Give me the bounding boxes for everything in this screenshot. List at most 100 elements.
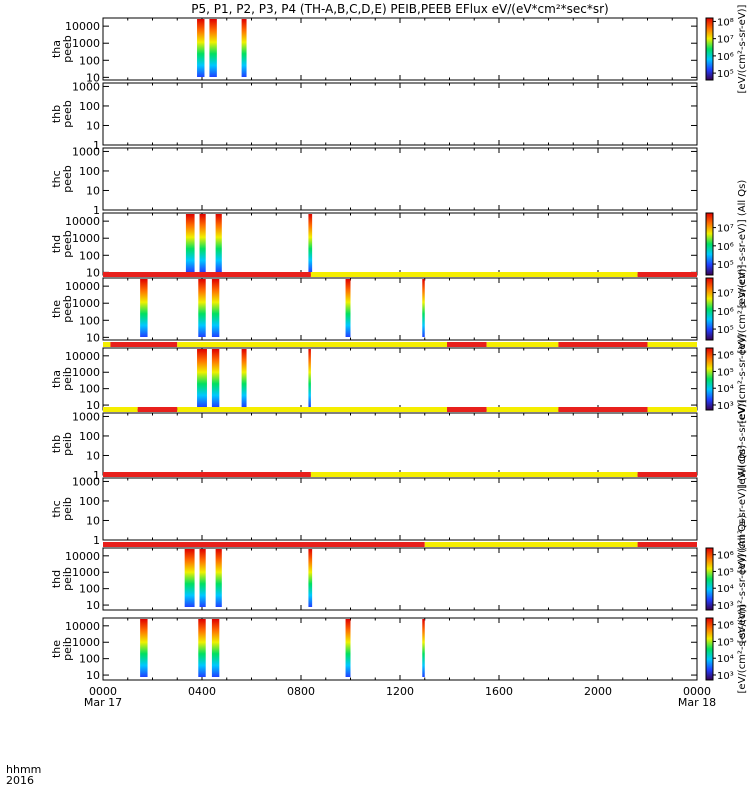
colorbar-tick-label: 10⁵ — [717, 325, 734, 336]
y-tick-label: 100 — [79, 54, 100, 67]
colorbar-tick-label: 10⁵ — [717, 260, 734, 271]
colorbar-tick-label: 10³ — [717, 601, 734, 612]
colorbar-tick-label: 10⁶ — [717, 621, 734, 632]
colorbar-tick-label: 10⁶ — [717, 52, 734, 63]
y-tick-label: 1 — [93, 139, 100, 152]
y-tick-label: 10000 — [65, 215, 100, 228]
colorbar — [705, 17, 714, 81]
panel-tha_peib: 10 100 1000 10000 thapeib 10³ 10⁴ 10⁵ 10⁶ [eV/(cm… — [50, 334, 748, 423]
flag-segment — [558, 407, 648, 412]
spectral-burst — [209, 19, 217, 77]
spectral-burst — [198, 279, 206, 337]
flag-segment — [424, 542, 638, 547]
panel-frame — [102, 147, 698, 211]
flag-segment — [177, 342, 448, 347]
spectral-burst — [140, 619, 148, 677]
x-tick-label: 0400 — [188, 685, 216, 698]
flag-segment — [637, 272, 697, 277]
colorbar-tick-label: 10⁵ — [717, 69, 734, 80]
y-axis-label: thepeeb — [50, 295, 74, 323]
colorbar-tick-label: 10⁶ — [717, 351, 734, 362]
flag-segment — [103, 542, 425, 547]
colorbar-label: [eV/(cm²-s-sr-eV)] (All Qs) — [737, 445, 748, 574]
colorbar-tick-label: 10⁸ — [717, 17, 734, 28]
y-tick-label: 10 — [86, 514, 100, 527]
y-axis-label: thbpeib — [50, 432, 74, 456]
y-tick-label: 10000 — [65, 20, 100, 33]
x-tick-label: 1200 — [386, 685, 414, 698]
y-tick-label: 100 — [79, 495, 100, 508]
x-tick-label: 0000 — [89, 685, 117, 698]
y-tick-label: 1 — [93, 469, 100, 482]
spectral-burst — [197, 349, 207, 407]
colorbar-label: [eV/(cm²-s-sr-eV)] (All Qs) — [737, 515, 748, 644]
date-label-end: Mar 18 — [678, 696, 716, 709]
flag-segment — [447, 407, 487, 412]
flag-segment — [637, 542, 697, 547]
colorbar-label: [eV/(cm²-s-sr-eV)] — [737, 604, 748, 693]
flag-segment — [177, 407, 448, 412]
colorbar-tick-label: 10⁴ — [717, 654, 734, 665]
y-tick-label: 10 — [86, 184, 100, 197]
panel-thc_peeb: 1 10 100 1000 thcpeeb — [50, 145, 698, 217]
y-tick-label: 100 — [79, 100, 100, 113]
panel-thd_peeb: 10 100 1000 10000 thdpeeb 10⁵ 10⁶ 10⁷ [eV/(cm²-s… — [50, 180, 748, 309]
colorbar-tick-label: 10⁵ — [717, 567, 734, 578]
y-tick-label: 100 — [79, 653, 100, 666]
spectral-burst — [199, 549, 206, 607]
y-axis-label: thapeeb — [50, 35, 74, 63]
spectral-burst — [211, 619, 220, 677]
panel-the_peib: 10 100 1000 10000 thepeib 10³ 10⁴ 10⁵ 10⁶ [eV/(cm… — [50, 604, 748, 693]
x-axis: hhmm 2016 0000 0400 0800 1200 1600 2000 0000Ma… — [6, 685, 716, 787]
flag-segment — [647, 407, 697, 412]
flag-segment — [558, 342, 648, 347]
colorbar — [705, 617, 714, 681]
flag-segment — [310, 272, 638, 277]
colorbar-tick-label: 10⁷ — [717, 289, 734, 300]
spectral-burst — [185, 214, 195, 272]
y-axis-label: thdpeeb — [50, 230, 74, 258]
flag-segment — [447, 342, 487, 347]
y-tick-label: 1000 — [72, 636, 100, 649]
flag-segment — [637, 472, 697, 477]
y-tick-label: 1000 — [72, 410, 100, 423]
y-tick-label: 100 — [79, 383, 100, 396]
panel-frame — [102, 277, 698, 341]
colorbar-label: [eV/(cm²-s-sr-eV)] — [737, 4, 748, 93]
y-tick-label: 100 — [79, 583, 100, 596]
spectral-burst — [211, 279, 220, 337]
y-axis-label: thcpeib — [50, 497, 74, 521]
flag-segment — [103, 272, 311, 277]
colorbar — [705, 547, 714, 611]
panel-frame — [102, 412, 698, 476]
y-tick-label: 10 — [86, 71, 100, 84]
y-tick-label: 10 — [86, 599, 100, 612]
panel-frame — [102, 477, 698, 541]
spectral-burst — [241, 19, 247, 77]
spectral-burst — [345, 619, 351, 677]
y-axis-label: thdpeib — [50, 567, 74, 591]
spectral-burst — [211, 349, 220, 407]
spectral-burst — [215, 549, 222, 607]
spectral-burst — [215, 214, 222, 272]
spectral-burst — [199, 214, 206, 272]
spectral-burst — [197, 19, 205, 77]
x-tick-label: 1600 — [485, 685, 513, 698]
colorbar-tick-label: 10³ — [717, 671, 734, 682]
y-tick-label: 1 — [93, 534, 100, 547]
colorbar-tick-label: 10⁴ — [717, 384, 734, 395]
y-tick-label: 100 — [79, 165, 100, 178]
colorbar-tick-label: 10⁷ — [717, 35, 734, 46]
x-tick-label: 0800 — [287, 685, 315, 698]
colorbar-tick-label: 10⁷ — [717, 224, 734, 235]
colorbar-tick-label: 10⁵ — [717, 367, 734, 378]
spectral-burst — [422, 619, 425, 677]
flag-segment — [310, 472, 638, 477]
flag-segment — [647, 342, 697, 347]
y-axis-label: thcpeeb — [50, 165, 74, 193]
colorbar-tick-label: 10⁶ — [717, 307, 734, 318]
y-axis-label: thepeib — [50, 637, 74, 661]
spectral-burst — [422, 279, 425, 337]
